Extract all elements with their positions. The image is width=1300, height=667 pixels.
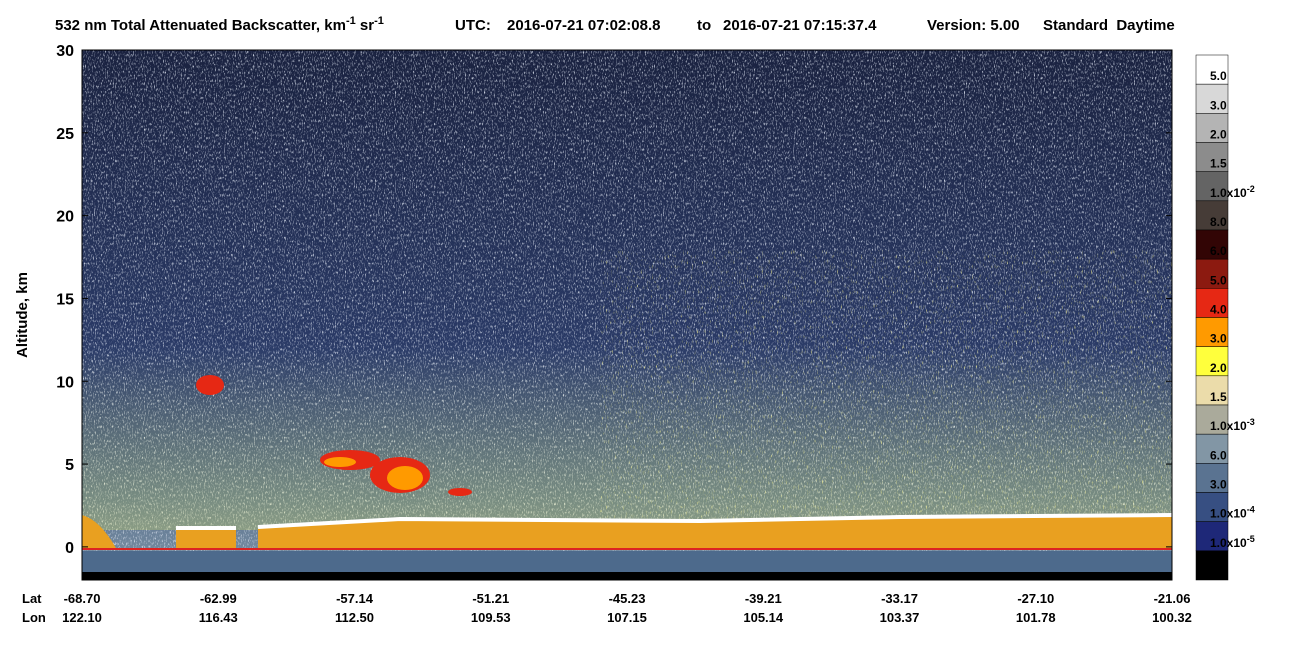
y-tick-label: 0 <box>65 540 74 557</box>
colorbar-label-exponent: -4 <box>1247 505 1255 515</box>
colorbar-label-text: 6.0 <box>1210 244 1227 258</box>
colorbar-label: 5.0 <box>1210 273 1227 287</box>
chart-title: 532 nm Total Attenuated Backscatter, km-… <box>55 11 1175 34</box>
colorbar-label-text: 3.0 <box>1210 478 1227 492</box>
colorbar-swatch <box>1195 142 1229 172</box>
x-row-label: Lon <box>22 610 46 625</box>
colorbar-label: 8.0 <box>1210 215 1227 229</box>
colorbar-label-exponent: -3 <box>1247 417 1255 427</box>
colorbar-label-text: 1.0x10 <box>1210 419 1247 433</box>
colorbar-swatch <box>1195 550 1229 581</box>
x-row-label: Lat <box>22 591 42 606</box>
colorbar-swatch <box>1195 404 1229 435</box>
x-tick-label: 103.37 <box>880 610 920 625</box>
x-tick-label: -68.70 <box>64 591 101 606</box>
colorbar-label-text: 1.0x10 <box>1210 536 1247 550</box>
x-tick-label: -57.14 <box>336 591 374 606</box>
colorbar-swatch <box>1195 463 1229 493</box>
title-exponent: -1 <box>346 15 356 27</box>
x-tick-label: 101.78 <box>1016 610 1056 625</box>
x-tick-label: -39.21 <box>745 591 782 606</box>
y-tick-label: 10 <box>56 374 74 391</box>
colorbar-label-text: 8.0 <box>1210 215 1227 229</box>
y-tick-label: 15 <box>56 291 74 308</box>
colorbar-swatch <box>1195 375 1229 406</box>
colorbar-label-text: 2.0 <box>1210 361 1227 375</box>
colorbar-label: 2.0 <box>1210 361 1227 375</box>
colorbar-label: 1.0x10-5 <box>1210 534 1255 550</box>
colorbar-label: 1.0x10-2 <box>1210 184 1255 200</box>
colorbar-swatch <box>1195 521 1229 552</box>
x-tick-label: 105.14 <box>743 610 784 625</box>
colorbar-label: 1.0x10-4 <box>1210 505 1255 521</box>
y-tick-label: 30 <box>56 43 74 60</box>
colorbar-swatch <box>1195 113 1229 143</box>
title-utc: UTC: <box>455 17 491 34</box>
x-tick-label: -27.10 <box>1017 591 1054 606</box>
colorbar-swatch <box>1195 492 1229 522</box>
title-quantity: 532 nm Total Attenuated Backscatter, km <box>55 17 346 34</box>
colorbar-label-text: 5.0 <box>1210 273 1227 287</box>
x-tick-label: -62.99 <box>200 591 237 606</box>
title-version: Version: 5.00 <box>927 17 1020 34</box>
title-exponent: -1 <box>374 15 384 27</box>
colorbar-label-exponent: -5 <box>1247 534 1255 544</box>
colorbar-label: 6.0 <box>1210 448 1227 462</box>
title-mode: Standard Daytime <box>1043 17 1175 34</box>
colorbar-swatch <box>1195 171 1229 202</box>
colorbar-label-text: 3.0 <box>1210 98 1227 112</box>
x-tick-label: -51.21 <box>472 591 509 606</box>
x-tick-label: 122.10 <box>62 610 102 625</box>
colorbar-label: 1.0x10-3 <box>1210 417 1255 433</box>
y-tick-label: 5 <box>65 457 74 474</box>
x-tick-label: 107.15 <box>607 610 647 625</box>
x-tick-label: 100.32 <box>1152 610 1192 625</box>
colorbar-label: 5.0 <box>1210 69 1227 83</box>
colorbar-swatch <box>1195 229 1229 260</box>
title-end: 2016-07-21 07:15:37.4 <box>723 17 877 34</box>
colorbar-label: 6.0 <box>1210 244 1227 258</box>
y-tick-label: 25 <box>56 126 74 143</box>
title-unit: sr <box>356 17 375 34</box>
colorbar-label-text: 6.0 <box>1210 448 1227 462</box>
colorbar-label-text: 1.0x10 <box>1210 186 1247 200</box>
colorbar-label: 4.0 <box>1210 303 1227 317</box>
colorbar-label-text: 3.0 <box>1210 332 1227 346</box>
title-to: to <box>697 17 711 34</box>
colorbar-label: 3.0 <box>1210 98 1227 112</box>
colorbar-swatch <box>1195 288 1229 318</box>
colorbar-label-text: 4.0 <box>1210 303 1227 317</box>
title-start: 2016-07-21 07:02:08.8 <box>507 17 660 34</box>
colorbar-label-text: 1.5 <box>1210 390 1227 404</box>
x-tick-label: 112.50 <box>335 610 374 625</box>
x-tick-label: 109.53 <box>471 610 511 625</box>
colorbar-swatch <box>1195 433 1229 464</box>
colorbar-swatch <box>1195 83 1229 114</box>
colorbar-label: 1.5 <box>1210 390 1227 404</box>
colorbar-label: 3.0 <box>1210 332 1227 346</box>
colorbar-swatch <box>1195 346 1229 377</box>
colorbar-label-text: 5.0 <box>1210 69 1227 83</box>
colorbar-label-text: 1.0x10 <box>1210 507 1247 521</box>
colorbar-label-text: 1.5 <box>1210 157 1227 171</box>
colorbar-swatch <box>1195 258 1229 289</box>
colorbar-swatch <box>1195 200 1229 231</box>
x-tick-label: -21.06 <box>1154 591 1191 606</box>
colorbar-label-text: 2.0 <box>1210 128 1227 142</box>
y-tick-label: 20 <box>56 209 74 226</box>
colorbar-swatch <box>1195 54 1229 85</box>
colorbar-label-exponent: -2 <box>1247 184 1255 194</box>
colorbar-label: 2.0 <box>1210 128 1227 142</box>
x-tick-label: -45.23 <box>609 591 646 606</box>
backscatter-curtain <box>81 49 1173 581</box>
y-axis-label: Altitude, km <box>14 272 31 358</box>
colorbar-label: 3.0 <box>1210 478 1227 492</box>
x-tick-label: -33.17 <box>881 591 918 606</box>
x-tick-label: 116.43 <box>199 610 238 625</box>
colorbar-label: 1.5 <box>1210 157 1227 171</box>
